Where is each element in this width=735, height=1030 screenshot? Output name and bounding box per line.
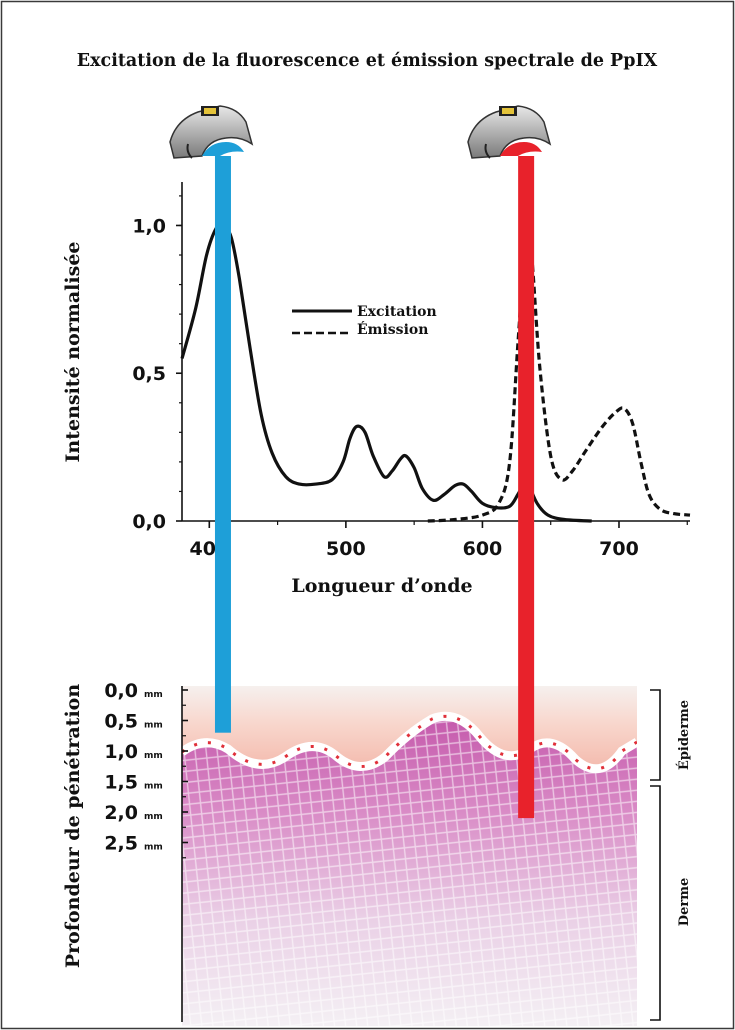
- depth-tick-unit: mm: [144, 782, 163, 792]
- epidermis-label: Épiderme: [676, 700, 692, 770]
- depth-tick-label: 2,0: [104, 802, 138, 824]
- y-axis-label: Intensité normalisée: [62, 242, 84, 463]
- depth-tick-label: 0,5: [104, 711, 138, 733]
- excitation-blue-band: [214, 156, 231, 733]
- depth-tick-unit: mm: [144, 751, 163, 761]
- depth-tick-unit: mm: [144, 812, 163, 822]
- depth-axis: 0,0 mm 0,5 mm 1,0 mm 1,5 mm 2,0 mm 2,5 mm: [104, 680, 188, 1022]
- depth-tick-label: 2,5: [104, 833, 138, 855]
- depth-tick-unit: mm: [144, 721, 163, 731]
- x-axis-label: Longueur d’onde: [291, 575, 472, 597]
- dermis-bracket: Derme: [650, 785, 692, 1021]
- spectrum-chart: 0,00,51,0 400 500 600 700: [132, 182, 691, 560]
- y-tick-label: 0,0: [132, 511, 166, 533]
- y-tick-label: 0,5: [132, 363, 166, 385]
- light-device-red-icon: [467, 105, 552, 159]
- depth-tick-label: 0,0: [104, 680, 138, 702]
- skin-diagram: [182, 686, 637, 1026]
- legend-emission-label: Émission: [357, 320, 428, 338]
- figure-title: Excitation de la fluorescence et émissio…: [77, 51, 658, 71]
- chart-legend: Excitation Émission: [292, 304, 437, 338]
- depth-tick-label: 1,0: [104, 741, 138, 763]
- depth-axis-label: Profondeur de pénétration: [62, 684, 84, 968]
- y-tick-label: 1,0: [132, 215, 166, 237]
- depth-tick-unit: mm: [144, 843, 163, 853]
- epidermis-bracket: Épiderme: [650, 689, 692, 781]
- x-tick-label: 600: [463, 538, 503, 560]
- excitation-series-line: [180, 222, 592, 523]
- depth-tick-label: 1,5: [104, 772, 138, 794]
- legend-excitation-label: Excitation: [357, 304, 437, 320]
- dermis-label: Derme: [677, 878, 692, 926]
- depth-tick-unit: mm: [144, 690, 163, 700]
- light-device-blue-icon: [169, 105, 254, 159]
- emission-series-line: [427, 224, 691, 523]
- x-tick-label: 500: [326, 538, 366, 560]
- basal-cells: [182, 714, 637, 771]
- emission-red-band: [518, 156, 535, 819]
- x-tick-label: 700: [599, 538, 639, 560]
